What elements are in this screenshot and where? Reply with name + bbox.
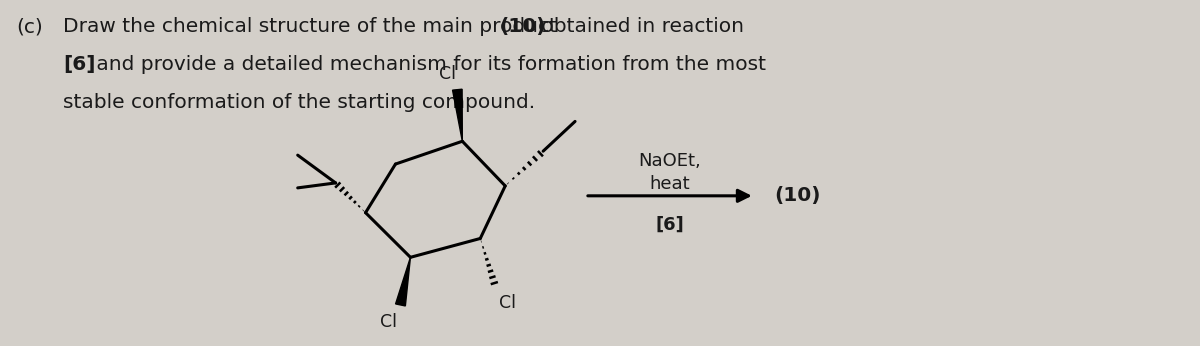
Text: (c): (c) [17, 17, 43, 36]
Text: Cl: Cl [380, 313, 397, 331]
Text: Cl: Cl [439, 65, 456, 83]
Text: heat: heat [649, 175, 690, 193]
Text: (10): (10) [499, 17, 546, 36]
Text: (10): (10) [774, 186, 821, 205]
Text: NaOEt,: NaOEt, [638, 152, 701, 170]
Text: [6]: [6] [655, 216, 684, 234]
Text: stable conformation of the starting compound.: stable conformation of the starting comp… [64, 93, 535, 112]
Polygon shape [452, 89, 462, 141]
Text: obtained in reaction: obtained in reaction [535, 17, 744, 36]
Text: Cl: Cl [499, 294, 516, 312]
Text: Draw the chemical structure of the main product: Draw the chemical structure of the main … [64, 17, 564, 36]
Text: [6]: [6] [64, 55, 96, 74]
Polygon shape [396, 257, 410, 306]
Text: and provide a detailed mechanism for its formation from the most: and provide a detailed mechanism for its… [90, 55, 767, 74]
